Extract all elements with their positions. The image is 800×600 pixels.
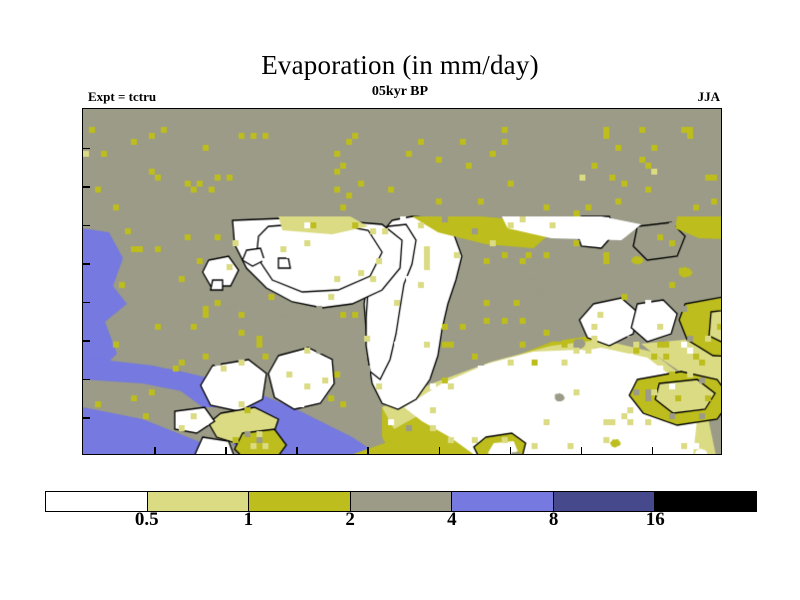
colorbar-tick-labels: 0.5 1 2 4 8 16 <box>0 509 800 535</box>
colorbar-tick-label: 2 <box>345 509 355 530</box>
colorbar-segment <box>147 492 250 511</box>
colorbar-tick-label: 0.5 <box>134 509 159 530</box>
colorbar-tick-label: 1 <box>243 509 254 530</box>
y-axis-tick <box>83 186 90 188</box>
colorbar-segment <box>249 492 351 511</box>
figure-subtitle: 05kyr BP <box>371 84 429 99</box>
x-axis-tick <box>580 447 583 454</box>
colorbar-segment <box>350 492 453 511</box>
season-label: JJA <box>697 89 720 104</box>
x-axis-tick <box>509 447 512 454</box>
experiment-label: Expt = tctru <box>88 89 157 104</box>
y-axis-tick <box>83 301 90 304</box>
x-axis-tick <box>367 447 369 454</box>
y-axis-tick <box>83 378 90 381</box>
y-axis-tick <box>83 263 90 265</box>
colorbar <box>45 491 757 512</box>
evaporation-field-raster <box>83 109 721 454</box>
y-axis-tick <box>83 224 90 227</box>
colorbar-tick-label: 8 <box>548 509 559 530</box>
y-axis-tick <box>83 340 90 342</box>
y-axis-tick <box>83 417 90 419</box>
x-axis-tick <box>651 447 654 454</box>
x-axis-tick <box>296 447 298 454</box>
colorbar-segment <box>553 492 656 511</box>
y-axis-tick <box>83 147 90 149</box>
map-plot-area <box>82 108 722 455</box>
colorbar-tick-label: 4 <box>447 509 457 530</box>
x-axis-tick <box>225 447 227 454</box>
colorbar-segment <box>46 492 148 511</box>
colorbar-tick-label: 16 <box>645 509 665 530</box>
page-title: Evaporation (in mm/day) <box>261 50 539 80</box>
colorbar-segment <box>655 492 757 511</box>
x-axis-tick <box>154 447 156 454</box>
x-axis-tick <box>438 447 440 454</box>
colorbar-segment <box>452 492 554 511</box>
